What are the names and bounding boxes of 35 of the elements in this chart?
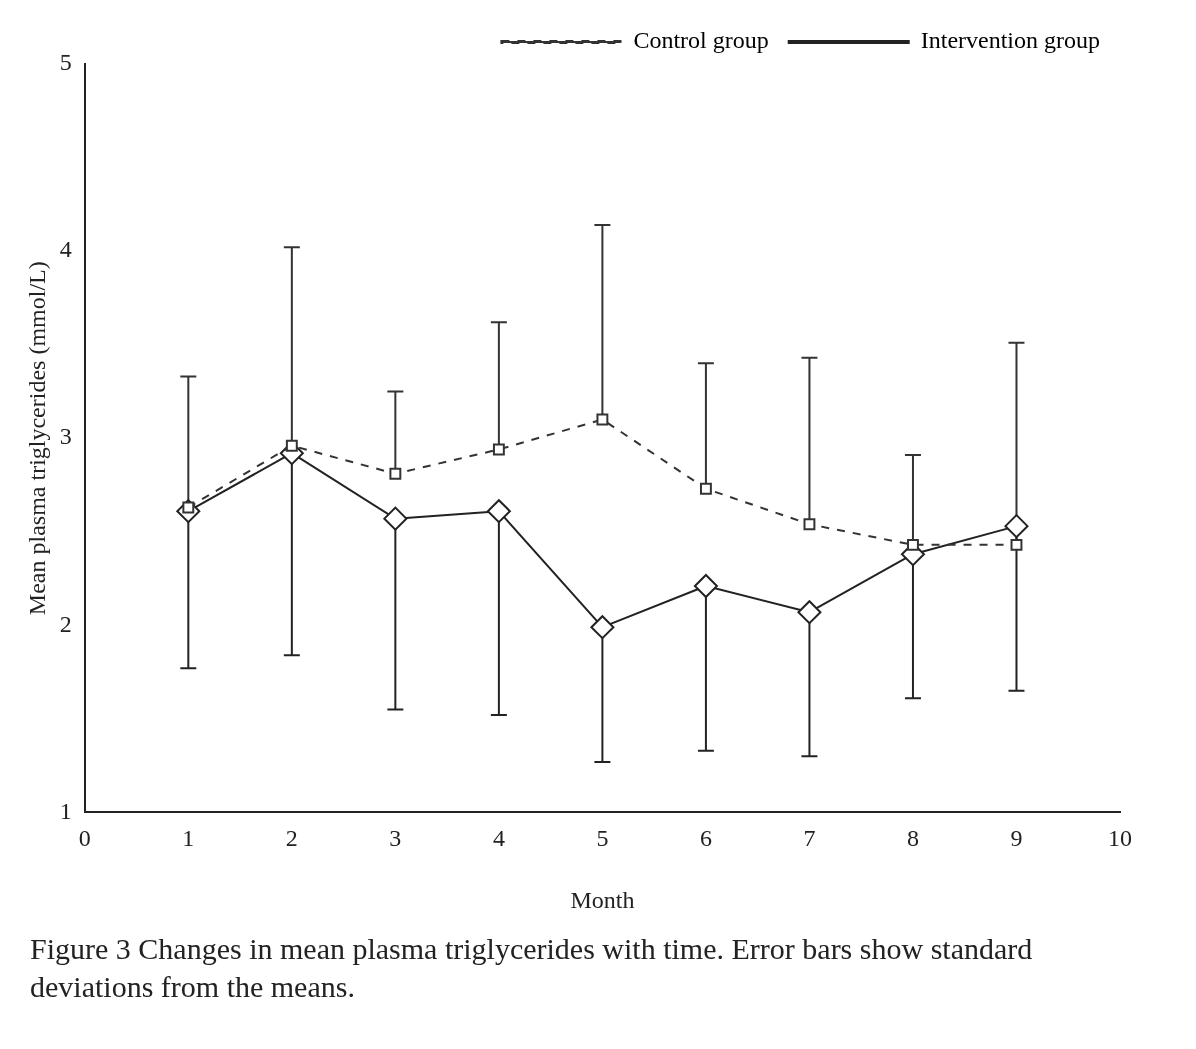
x-tick-label: 6	[699, 825, 712, 852]
legend-label: Intervention group	[920, 27, 1101, 54]
point	[803, 518, 816, 531]
y-tick-label: 4	[59, 236, 72, 263]
y-tick-label: 2	[59, 610, 72, 637]
point	[797, 600, 822, 625]
x-tick-label: 5	[596, 825, 609, 852]
point	[1004, 514, 1029, 539]
point	[693, 574, 718, 599]
x-tick-label: 4	[492, 825, 505, 852]
y-tick-label: 3	[59, 423, 72, 450]
point	[486, 499, 511, 524]
y-axis-title: Mean plasma triglycerides (mmol/L)	[23, 261, 50, 616]
point	[596, 413, 609, 426]
x-axis-title: Month	[570, 886, 635, 913]
y-tick-label: 1	[59, 797, 72, 824]
x-tick-label: 9	[1010, 825, 1023, 852]
x-tick-label: 3	[389, 825, 402, 852]
x-tick-label: 0	[78, 825, 91, 852]
y-tick-label: 5	[59, 49, 72, 76]
point	[699, 482, 712, 495]
point	[590, 615, 615, 640]
point	[383, 506, 408, 531]
x-tick-label: 10	[1108, 825, 1132, 852]
x-tick-label: 8	[906, 825, 919, 852]
caption: Figure 3 Changes in mean plasma triglycerides with time. Error bars show standard deviations from the means.	[30, 931, 1034, 1005]
x-tick-label: 7	[803, 825, 816, 852]
point	[907, 538, 919, 551]
point	[1010, 538, 1023, 551]
point	[389, 467, 402, 480]
legend-label: Control group	[633, 27, 769, 54]
point	[492, 443, 505, 456]
point	[285, 439, 298, 452]
x-tick-label: 1	[182, 825, 195, 852]
x-tick-label: 2	[285, 825, 298, 852]
